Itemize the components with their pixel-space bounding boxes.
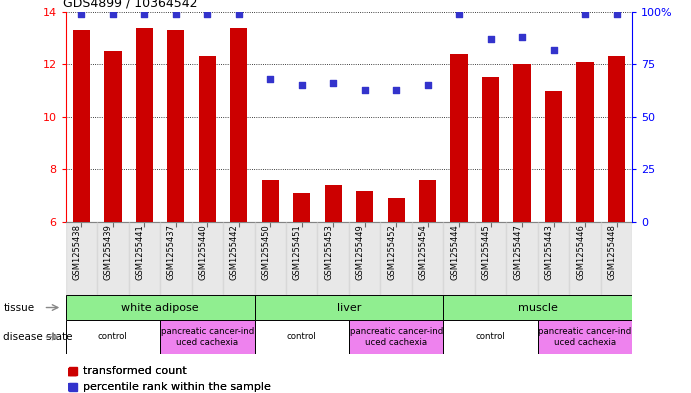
Bar [569,222,600,295]
Bar [600,222,632,295]
Bar [73,30,90,222]
Bar [349,320,444,354]
Bar [444,295,632,320]
Text: GSM1255444: GSM1255444 [450,224,459,280]
Bar [608,57,625,222]
Point [517,34,528,40]
Bar [388,198,405,222]
Bar [97,222,129,295]
Bar [191,222,223,295]
Text: GSM1255438: GSM1255438 [73,224,82,280]
Text: GDS4899 / 10364542: GDS4899 / 10364542 [63,0,198,9]
Bar [129,222,160,295]
Text: GSM1255439: GSM1255439 [104,224,113,280]
Text: GSM1255454: GSM1255454 [419,224,428,280]
Text: GSM1255445: GSM1255445 [482,224,491,280]
Point [580,11,591,17]
Bar [576,62,594,222]
Bar [66,295,254,320]
Text: transformed count: transformed count [83,366,187,376]
Text: muscle: muscle [518,303,558,312]
Bar [293,193,310,222]
Bar [66,320,160,354]
Text: GSM1255447: GSM1255447 [513,224,522,280]
Bar [444,222,475,295]
Point [548,46,559,53]
Bar [104,51,122,222]
Text: GSM1255453: GSM1255453 [324,224,333,280]
Text: GSM1255437: GSM1255437 [167,224,176,280]
Bar [507,222,538,295]
Bar [167,30,184,222]
Text: GSM1255441: GSM1255441 [135,224,144,280]
Point [485,36,496,42]
Point [107,11,118,17]
Bar [419,180,436,222]
Text: transformed count: transformed count [83,366,187,376]
Text: GSM1255451: GSM1255451 [293,224,302,280]
Bar [223,222,254,295]
Text: pancreatic cancer-ind
uced cachexia: pancreatic cancer-ind uced cachexia [538,327,632,347]
Point [296,82,307,88]
Text: GSM1255440: GSM1255440 [198,224,207,280]
Point [202,11,213,17]
Bar [160,320,254,354]
Bar [160,222,191,295]
Text: control: control [98,332,128,342]
Text: GSM1255452: GSM1255452 [387,224,396,280]
Point [139,11,150,17]
Text: GSM1255450: GSM1255450 [261,224,270,280]
Bar [230,28,247,222]
Point [453,11,464,17]
Point [265,76,276,82]
Bar [254,320,349,354]
Text: control: control [287,332,316,342]
Text: ■: ■ [67,366,78,376]
Text: GSM1255443: GSM1255443 [545,224,553,280]
Point [170,11,181,17]
Text: control: control [475,332,506,342]
Bar [412,222,444,295]
Text: white adipose: white adipose [121,303,199,312]
Bar [254,295,444,320]
Text: percentile rank within the sample: percentile rank within the sample [83,382,271,392]
Point [611,11,622,17]
Bar [451,54,468,222]
Text: percentile rank within the sample: percentile rank within the sample [83,382,271,392]
Text: tissue: tissue [3,303,35,312]
Text: liver: liver [337,303,361,312]
Bar [538,222,569,295]
Bar [198,57,216,222]
Point [359,86,370,93]
Text: ■: ■ [67,382,78,392]
Point [390,86,401,93]
Bar [513,64,531,222]
Text: pancreatic cancer-ind
uced cachexia: pancreatic cancer-ind uced cachexia [350,327,443,347]
Point [76,11,87,17]
Bar [254,222,286,295]
Text: GSM1255446: GSM1255446 [576,224,585,280]
Text: pancreatic cancer-ind
uced cachexia: pancreatic cancer-ind uced cachexia [161,327,254,347]
Text: disease state: disease state [3,332,73,342]
Bar [545,91,562,222]
Bar [482,77,500,222]
Bar [381,222,412,295]
Point [234,11,245,17]
Bar [475,222,507,295]
Bar [356,191,373,222]
Bar [317,222,349,295]
Bar [286,222,317,295]
Bar [66,222,97,295]
Point [422,82,433,88]
Bar [135,28,153,222]
Bar [349,222,381,295]
Bar [444,320,538,354]
Point [328,80,339,86]
Text: GSM1255442: GSM1255442 [230,224,239,280]
Text: GSM1255448: GSM1255448 [607,224,616,280]
Bar [325,185,342,222]
Text: GSM1255449: GSM1255449 [356,224,365,280]
Bar [538,320,632,354]
Bar [262,180,279,222]
